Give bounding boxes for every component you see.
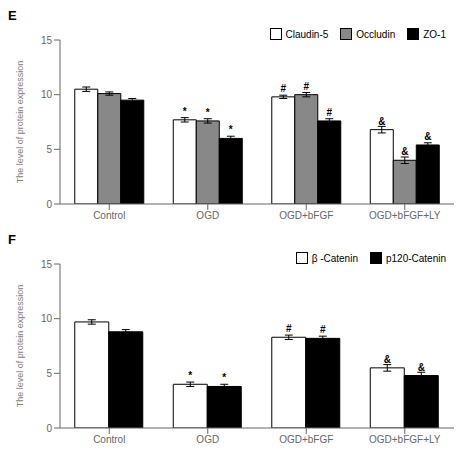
svg-text:0: 0 [46, 423, 52, 434]
svg-text:*: * [206, 107, 210, 118]
svg-text:&: & [384, 354, 391, 365]
html-text:Claudin-5: Claudin-5 [285, 28, 329, 40]
svg-text:0: 0 [46, 199, 52, 210]
svg-text:The level of protein expressio: The level of protein expression [15, 61, 25, 184]
svg-text:#: # [280, 83, 286, 94]
svg-text:OGD+bFGF+LY: OGD+bFGF+LY [369, 434, 441, 445]
svg-text:*: * [188, 370, 192, 381]
html-text:β -Catenin: β -Catenin [311, 252, 358, 264]
svg-text:&: & [424, 131, 431, 142]
svg-text:#: # [286, 323, 292, 334]
svg-text:Control: Control [93, 210, 125, 221]
svg-text:5: 5 [46, 368, 52, 379]
svg-text:&: & [418, 362, 425, 373]
html-text:Occludin: Occludin [356, 28, 396, 40]
svg-text:OGD+bFGF: OGD+bFGF [279, 210, 333, 221]
svg-text:5: 5 [46, 144, 52, 155]
svg-text:OGD+bFGF: OGD+bFGF [279, 434, 333, 445]
svg-text:OGD+bFGF+LY: OGD+bFGF+LY [369, 210, 441, 221]
svg-text:&: & [401, 146, 408, 157]
svg-text:&: & [378, 116, 385, 127]
svg-text:#: # [326, 107, 332, 118]
html-text:F: F [8, 232, 16, 247]
svg-text:15: 15 [41, 35, 53, 46]
html-text:ZO-1: ZO-1 [423, 28, 446, 40]
html-text:p120-Catenin: p120-Catenin [386, 252, 446, 264]
svg-text:10: 10 [41, 313, 53, 324]
svg-text:#: # [303, 81, 309, 92]
svg-text:15: 15 [41, 259, 53, 270]
svg-text:OGD: OGD [196, 434, 219, 445]
svg-text:10: 10 [41, 89, 53, 100]
svg-text:*: * [222, 372, 226, 383]
svg-text:*: * [183, 106, 187, 117]
svg-text:OGD: OGD [196, 210, 219, 221]
svg-text:*: * [229, 124, 233, 135]
svg-text:Control: Control [93, 434, 125, 445]
svg-text:#: # [320, 324, 326, 335]
svg-text:The level of protein expressio: The level of protein expression [15, 285, 25, 408]
html-text:E: E [8, 8, 17, 23]
